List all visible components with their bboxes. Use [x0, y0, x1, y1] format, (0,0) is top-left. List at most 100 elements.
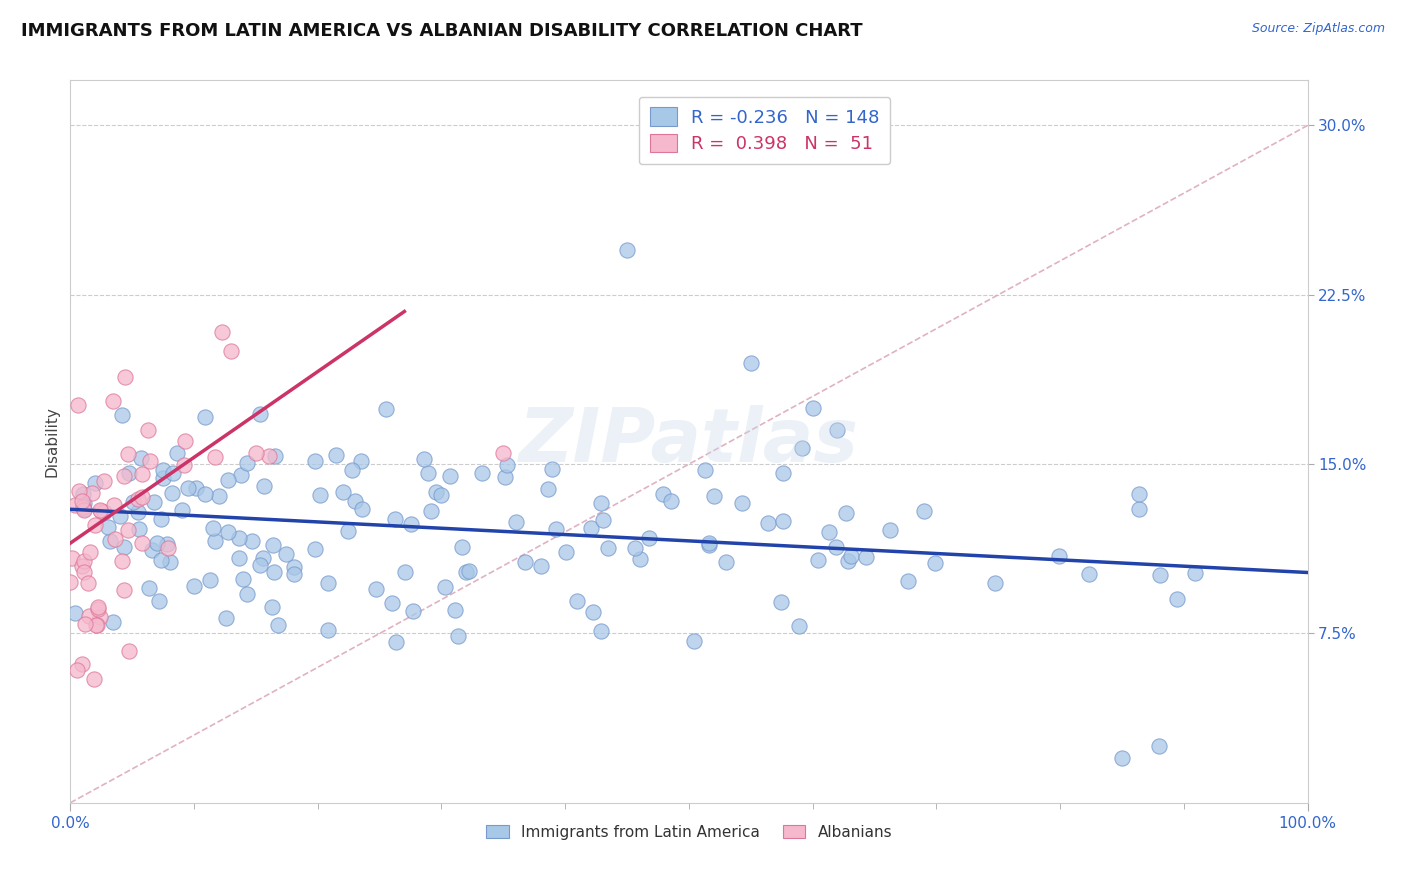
Point [350, 501, 373, 516]
Point [86, 618, 108, 632]
Point [332, 484, 354, 499]
Point [834, 507, 856, 521]
Point [63, 606, 86, 620]
Point [807, 553, 830, 567]
Point [121, 494, 143, 508]
Point [231, 468, 253, 483]
Point [375, 401, 398, 416]
Point [581, 520, 603, 534]
Point [399, 517, 422, 532]
Point [70, 558, 93, 573]
Point [283, 559, 305, 574]
Point [350, 454, 373, 468]
Point [505, 515, 527, 529]
Point [494, 469, 516, 483]
Point [693, 463, 716, 477]
Point [340, 463, 363, 477]
Point [787, 618, 810, 632]
Point [156, 537, 179, 551]
Point [112, 540, 135, 554]
Point [204, 533, 226, 548]
Point [110, 408, 132, 422]
Point [136, 423, 159, 437]
Point [682, 633, 704, 648]
Point [93, 474, 115, 488]
Point [416, 467, 439, 481]
Point [439, 468, 461, 483]
Point [198, 573, 221, 587]
Point [84, 518, 107, 533]
Point [924, 556, 946, 570]
Point [160, 486, 183, 500]
Point [170, 503, 193, 517]
Point [263, 565, 285, 579]
Point [318, 575, 340, 590]
Point [245, 446, 267, 460]
Point [596, 541, 619, 555]
Point [827, 423, 849, 437]
Point [262, 600, 284, 615]
Point [1184, 566, 1206, 580]
Point [117, 447, 139, 461]
Point [138, 581, 160, 595]
Point [211, 325, 233, 339]
Point [444, 603, 467, 617]
Point [77, 576, 100, 591]
Point [89, 609, 111, 624]
Point [274, 547, 297, 561]
Point [104, 532, 127, 546]
Point [59, 575, 82, 590]
Point [152, 463, 174, 477]
Point [66, 663, 89, 677]
Point [79, 545, 101, 559]
Point [146, 535, 169, 549]
Point [66, 398, 89, 412]
Text: IMMIGRANTS FROM LATIN AMERICA VS ALBANIAN DISABILITY CORRELATION CHART: IMMIGRANTS FROM LATIN AMERICA VS ALBANIA… [21, 22, 863, 40]
Point [425, 485, 447, 500]
Point [201, 520, 224, 534]
Point [73, 565, 96, 579]
Point [84, 475, 107, 490]
Point [249, 558, 271, 573]
Point [984, 576, 1007, 591]
Point [772, 514, 794, 528]
Point [790, 442, 813, 456]
Point [1166, 592, 1188, 607]
Point [616, 243, 638, 257]
Point [304, 453, 326, 467]
Point [98, 533, 121, 548]
Point [537, 482, 560, 496]
Text: ZIPatlas: ZIPatlas [519, 405, 859, 478]
Point [458, 565, 481, 579]
Point [138, 454, 160, 468]
Point [343, 493, 366, 508]
Point [1147, 739, 1170, 754]
Point [193, 410, 215, 425]
Point [60, 550, 83, 565]
Point [413, 451, 436, 466]
Point [837, 554, 859, 568]
Point [82, 486, 104, 500]
Point [555, 544, 578, 558]
Point [118, 644, 141, 658]
Point [217, 524, 239, 539]
Point [492, 446, 515, 460]
Point [112, 468, 135, 483]
Point [267, 617, 290, 632]
Point [384, 512, 406, 526]
Point [235, 587, 257, 601]
Point [394, 565, 416, 579]
Point [73, 495, 96, 509]
Point [79, 608, 101, 623]
Point [628, 551, 651, 566]
Point [127, 505, 149, 519]
Point [308, 488, 330, 502]
Point [471, 466, 494, 480]
Point [336, 524, 359, 538]
Point [73, 503, 96, 517]
Point [817, 524, 839, 539]
Point [456, 565, 478, 579]
Point [772, 466, 794, 480]
Point [117, 523, 139, 537]
Point [699, 538, 721, 552]
